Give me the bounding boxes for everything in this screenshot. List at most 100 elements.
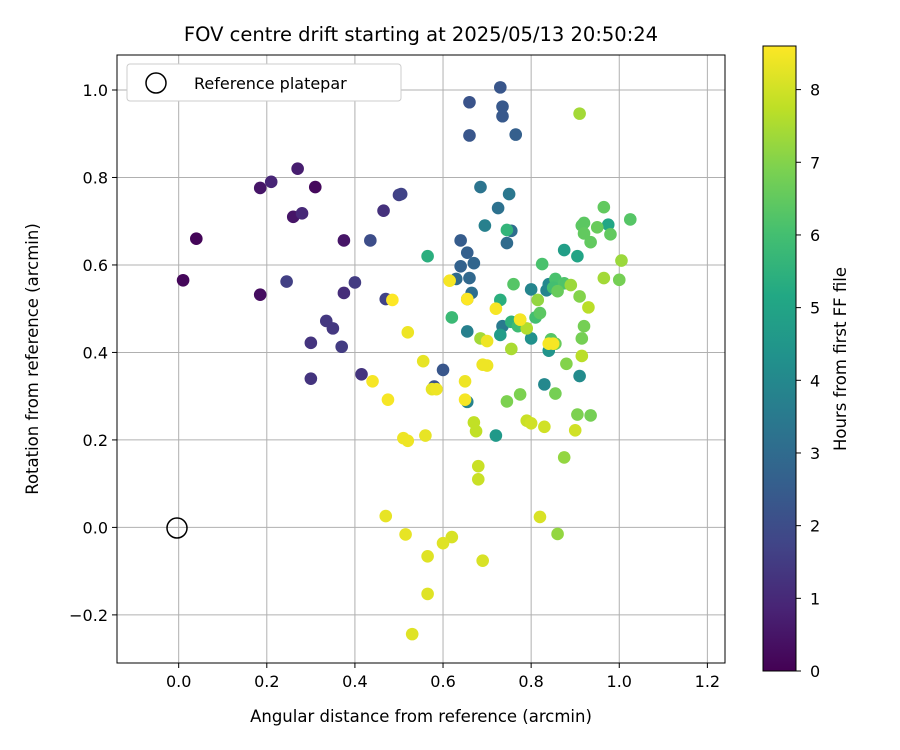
scatter-point (463, 95, 476, 109)
scatter-point (401, 326, 415, 339)
x-axis-ticks: 0.0 0.2 0.4 0.6 0.8 1.0 1.2 (166, 663, 720, 691)
scatter-point (460, 246, 474, 260)
scatter-point (264, 175, 278, 189)
scatter-point (460, 292, 474, 306)
scatter-point (500, 223, 514, 237)
scatter-point (505, 342, 518, 356)
scatter-point (513, 313, 527, 326)
scatter-point (379, 509, 393, 523)
scatter-point (535, 257, 549, 271)
plot-area (116, 54, 726, 664)
scatter-point (476, 358, 489, 371)
y-tick-label: 0.4 (83, 343, 108, 362)
scatter-point (590, 221, 604, 234)
reference-platepar-marker (166, 517, 188, 539)
scatter-point (494, 328, 507, 342)
scatter-point (469, 424, 483, 438)
scatter-point (381, 393, 395, 406)
scatter-point (489, 429, 503, 442)
scatter-point (399, 528, 412, 541)
scatter-point (557, 451, 571, 464)
scatter-point (463, 271, 476, 285)
scatter-point (454, 234, 467, 247)
colorbar-tick-label: 3 (810, 444, 820, 463)
scatter-point (460, 325, 474, 338)
scatter-point (478, 219, 492, 232)
x-tick-label: 0.8 (518, 672, 543, 691)
scatter-point (445, 530, 459, 544)
legend-box (126, 63, 402, 102)
scatter-point (366, 375, 379, 388)
chart-title: FOV centre drift starting at 2025/05/13 … (184, 23, 658, 46)
scatter-point (524, 283, 538, 296)
scatter-point (546, 337, 560, 350)
scatter-point (573, 107, 586, 120)
scatter-point (467, 256, 481, 270)
y-axis-label: Rotation from reference (arcmin) (23, 223, 42, 495)
y-tick-label: −0.2 (69, 606, 108, 625)
scatter-point (573, 290, 586, 303)
legend-label-reference: Reference platepar (194, 74, 347, 93)
scatter-point (454, 259, 467, 273)
y-tick-label: 0.0 (83, 518, 108, 537)
scatter-point (471, 459, 485, 473)
scatter-point (509, 128, 523, 141)
scatter-point (348, 276, 362, 289)
colorbar-tick-label: 5 (810, 299, 820, 318)
x-tick-label: 1.0 (607, 672, 632, 691)
scatter-point (443, 274, 456, 288)
y-axis-ticks: −0.2 0.0 0.2 0.4 0.6 0.8 1.0 (69, 81, 117, 625)
scatter-point (538, 420, 551, 434)
scatter-point (436, 363, 450, 377)
x-tick-label: 0.2 (254, 672, 279, 691)
scatter-point (533, 306, 547, 320)
scatter-point (394, 187, 408, 201)
scatter-point (355, 368, 368, 381)
scatter-point (538, 378, 551, 391)
scatter-point (445, 311, 459, 324)
scatter-point (623, 213, 637, 226)
scatter-point (597, 271, 611, 285)
y-tick-label: 0.6 (83, 256, 108, 275)
colorbar-ticks: 0 1 2 3 4 5 6 7 8 (796, 81, 820, 681)
scatter-point (458, 393, 472, 406)
scatter-point (564, 278, 578, 292)
scatter-point (436, 536, 450, 550)
scatter-point (401, 434, 415, 448)
scatter-point (597, 200, 611, 214)
scatter-point (304, 372, 318, 385)
scatter-point (421, 549, 434, 563)
scatter-point (176, 273, 190, 287)
scatter-point (524, 416, 538, 430)
scatter-point (421, 587, 434, 601)
scatter-point (496, 109, 509, 123)
scatter-point (291, 162, 304, 176)
colorbar-label: Hours from first FF file (831, 267, 850, 451)
data-points (176, 81, 637, 641)
scatter-point (416, 354, 430, 368)
scatter-point (584, 409, 597, 422)
colorbar-tick-label: 6 (810, 226, 820, 245)
gridlines (117, 55, 725, 663)
y-tick-label: 0.2 (83, 431, 108, 450)
scatter-point (531, 293, 545, 307)
scatter-point (575, 349, 589, 363)
x-tick-label: 0.6 (430, 672, 455, 691)
scatter-point (601, 218, 615, 232)
scatter-point (615, 254, 628, 267)
scatter-point (253, 288, 267, 302)
scatter-point (577, 227, 591, 240)
colorbar-tick-label: 1 (810, 589, 820, 608)
scatter-point (430, 382, 443, 396)
scatter-point (419, 429, 432, 442)
y-tick-label: 1.0 (83, 81, 108, 100)
scatter-point (577, 319, 591, 333)
scatter-point (190, 232, 203, 246)
scatter-point (557, 243, 571, 257)
scatter-point (253, 181, 267, 195)
scatter-point (304, 336, 318, 350)
x-axis-label: Angular distance from reference (arcmin) (250, 707, 592, 726)
x-tick-label: 1.2 (695, 672, 720, 691)
scatter-point (582, 301, 595, 314)
